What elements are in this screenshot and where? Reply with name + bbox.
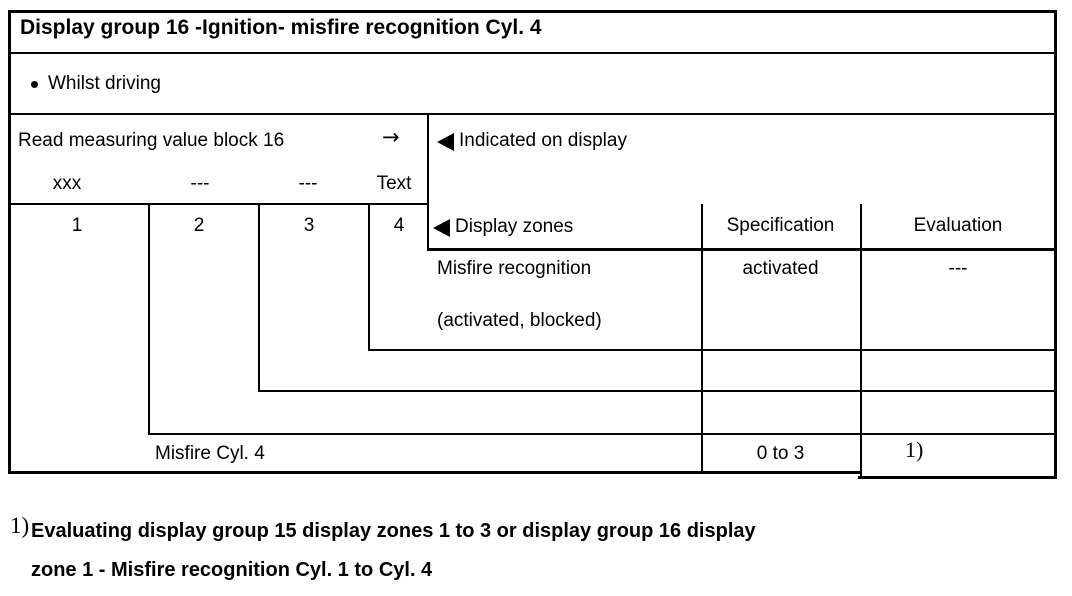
title-row-divider [8,52,1057,54]
evaluation-col-line [860,204,862,479]
read-box-right-line [427,113,429,250]
footnote-line2: zone 1 - Misfire recognition Cyl. 1 to C… [31,559,433,581]
read-block-label: Read measuring value block 16 [18,130,285,151]
footnote-marker: 1) [10,513,30,538]
page-title: Display group 16 -Ignition- misfire reco… [20,16,542,39]
zone-number-4: 4 [393,215,405,236]
zone1-description: Misfire Cyl. 4 [155,443,265,464]
specification-col-line [701,204,703,473]
table-border-top [8,10,1057,13]
evaluation-cell-bottom-line [858,476,1057,479]
zone-col-divider-3 [368,204,370,351]
zone-col-divider-2 [258,204,260,392]
evaluation-header: Evaluation [913,215,1003,236]
display-value-3: --- [298,173,318,194]
condition-row-divider [8,113,1057,115]
step-line-zone3 [258,390,1057,392]
zone1-evaluation-footnote-ref: 1) [905,437,924,462]
zone4-evaluation: --- [948,258,968,279]
footnote-line1: Evaluating display group 15 display zone… [31,520,756,542]
zone-number-3: 3 [303,215,315,236]
zone1-specification: 0 to 3 [756,443,805,464]
indicated-on-display-label: Indicated on display [459,130,627,151]
display-value-2: --- [190,173,210,194]
right-arrow-icon: → [382,125,400,149]
bullet-icon [31,81,38,88]
header-bottom-line [427,248,1057,251]
specification-header: Specification [726,215,835,236]
table-border-bottom [8,471,862,474]
left-triangle-icon [437,133,454,151]
zone4-specification: activated [742,258,819,279]
zone-number-1: 1 [71,215,83,236]
step-line-zone2 [148,433,1057,435]
display-value-4: Text [376,173,412,194]
left-triangle-icon [433,219,450,237]
display-zones-header: Display zones [455,216,574,237]
zone-col-divider-1 [148,204,150,435]
condition-text: Whilst driving [48,73,161,94]
read-box-bottom-line [8,203,429,205]
display-value-1: xxx [52,173,82,194]
step-line-zone4 [368,349,1057,351]
table-border-right [1054,10,1057,479]
table-border-left [8,10,11,474]
zone4-description-line1: Misfire recognition [437,258,592,279]
zone4-description-line2: (activated, blocked) [437,310,602,331]
zone-number-2: 2 [193,215,205,236]
